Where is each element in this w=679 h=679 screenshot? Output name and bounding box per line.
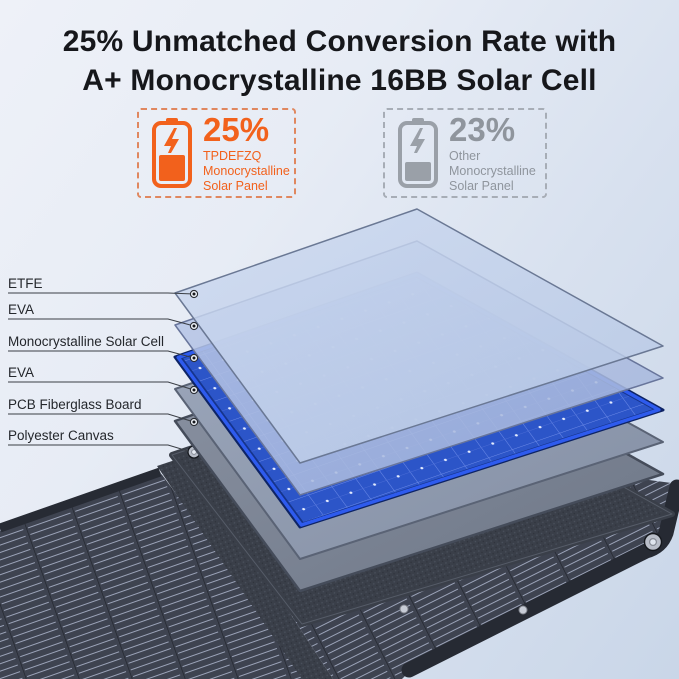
- label-eva-top: EVA: [8, 302, 34, 317]
- label-pcb-board: PCB Fiberglass Board: [8, 397, 142, 412]
- comparison-card-other: 23% Other Monocrystalline Solar Panel: [383, 108, 547, 198]
- conversion-rate-value: 23%: [449, 110, 516, 148]
- label-solar-cell: Monocrystalline Solar Cell: [8, 334, 164, 349]
- comparison-card-tpdefzq: 25% TPDEFZQ Monocrystalline Solar Panel: [137, 108, 296, 198]
- layer-etfe: [174, 208, 664, 464]
- title-line-1: 25% Unmatched Conversion Rate with: [62, 25, 617, 58]
- snap-button-icon: [518, 605, 528, 615]
- product-name-line: TPDEFZQ: [203, 148, 262, 163]
- label-polyester-canvas: Polyester Canvas: [8, 428, 114, 443]
- layer-callouts: [8, 292, 195, 452]
- layer-labels: ETFE EVA Monocrystalline Solar Cell EVA …: [8, 276, 164, 443]
- product-name-line: Solar Panel: [203, 178, 268, 193]
- panel-fold-hinge: [157, 456, 333, 679]
- label-eva-bottom: EVA: [8, 365, 34, 380]
- product-name-line: Monocrystalline: [203, 163, 290, 178]
- product-name-line: Monocrystalline: [449, 163, 536, 178]
- product-name-line: Solar Panel: [449, 178, 514, 193]
- callout-dots: [189, 289, 199, 427]
- snap-button-icon: [399, 604, 409, 614]
- label-etfe: ETFE: [8, 276, 43, 291]
- battery-charging-icon: [398, 118, 438, 188]
- page-title: 25% Unmatched Conversion Rate with A+ Mo…: [0, 22, 679, 100]
- conversion-rate-value: 25%: [203, 110, 270, 148]
- title-line-2: A+ Monocrystalline 16BB Solar Cell: [82, 64, 597, 97]
- panel-left-fold: [0, 467, 312, 679]
- grommet-icon: [643, 532, 663, 552]
- battery-charging-icon: [152, 118, 192, 188]
- product-name-line: Other: [449, 148, 481, 163]
